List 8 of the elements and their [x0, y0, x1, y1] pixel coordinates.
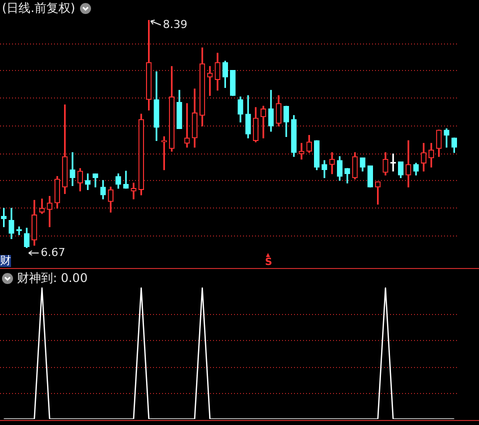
- text: 财: [0, 254, 11, 267]
- chart-title: (日线.前复权): [2, 1, 76, 15]
- annotation: 8.39: [162, 18, 188, 31]
- annotation: 6.67: [40, 246, 66, 259]
- candlestick: [70, 152, 76, 186]
- text: S: [265, 257, 272, 269]
- chart-title: 财神到: 0.00: [17, 271, 88, 285]
- candlestick: [184, 103, 190, 148]
